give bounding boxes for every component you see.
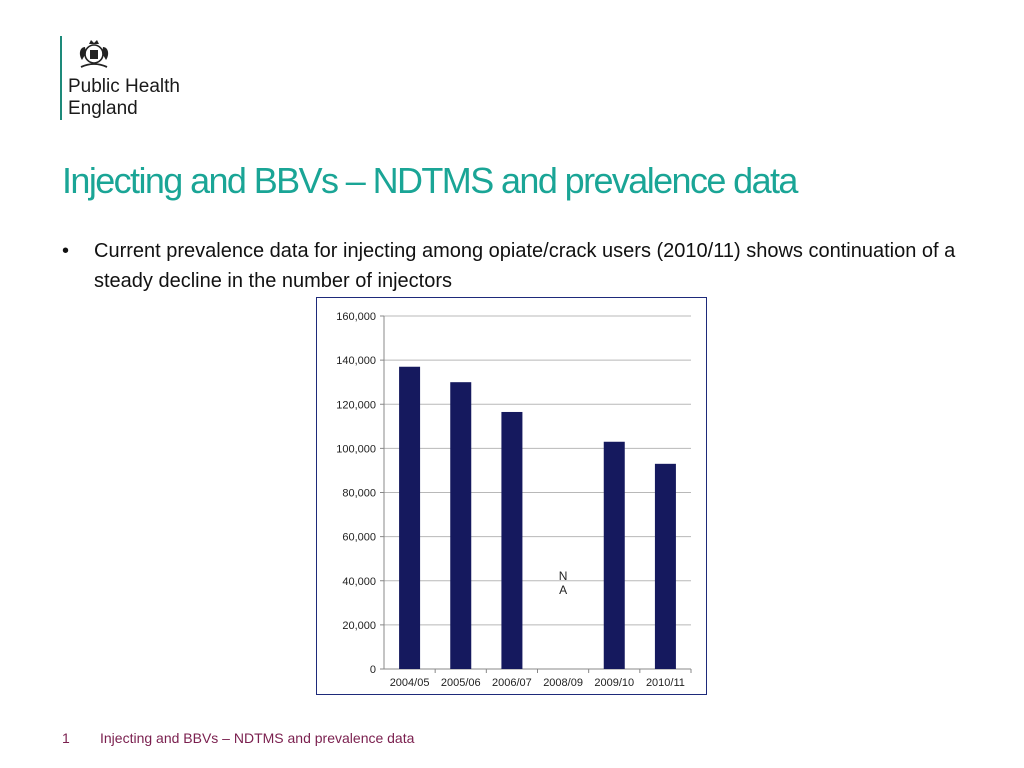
bullet-text: Current prevalence data for injecting am… (94, 240, 956, 292)
x-tick-label: 2004/05 (390, 677, 430, 689)
y-tick-label: 0 (370, 664, 376, 676)
x-tick-label: 2005/06 (441, 677, 481, 689)
y-tick-label: 80,000 (342, 488, 376, 500)
y-tick-label: 120,000 (336, 399, 376, 411)
y-tick-label: 40,000 (342, 576, 376, 588)
bullet-dot-icon: • (62, 240, 70, 262)
y-tick-label: 60,000 (342, 532, 376, 544)
bullet-item: • Current prevalence data for injecting a… (62, 236, 962, 296)
chart-frame: 0 20,000 40,000 60,000 80,000 100,000 120,000 1… (316, 297, 707, 695)
y-tick-label: 20,000 (342, 620, 376, 632)
page-number: 1 (62, 730, 70, 746)
x-tick-label: 2009/10 (594, 677, 634, 689)
bar-2009-10 (603, 441, 625, 669)
logo-divider (60, 36, 62, 120)
bullet-list: • Current prevalence data for injecting a… (62, 236, 962, 296)
crest-icon (79, 40, 109, 68)
footer: 1 Injecting and BBVs – NDTMS and prevalen… (62, 730, 414, 746)
org-name: Public Health England (68, 76, 180, 120)
annotation-na-line2: A (559, 583, 567, 597)
y-tick-label: 140,000 (336, 355, 376, 367)
y-tick-label: 100,000 (336, 443, 376, 455)
logo: Public Health England (60, 36, 220, 124)
bar-2005-06 (450, 382, 472, 669)
x-tick-label: 2010/11 (646, 677, 685, 689)
slide-title: Injecting and BBVs – NDTMS and prevalenc… (62, 160, 798, 201)
org-name-line1: Public Health (68, 76, 180, 97)
x-tick-label: 2006/07 (492, 677, 532, 689)
footer-text: Injecting and BBVs – NDTMS and prevalenc… (100, 730, 415, 746)
bar-2010-11 (654, 463, 676, 669)
org-name-line2: England (68, 98, 138, 119)
bar-2006-07 (501, 411, 523, 669)
annotation-na-line1: N (559, 569, 568, 583)
x-tick-label: 2008/09 (543, 677, 583, 689)
y-tick-label: 160,000 (336, 311, 376, 323)
bar-chart: 0 20,000 40,000 60,000 80,000 100,000 120,000 1… (336, 311, 692, 689)
bar-2004-05 (399, 366, 421, 669)
